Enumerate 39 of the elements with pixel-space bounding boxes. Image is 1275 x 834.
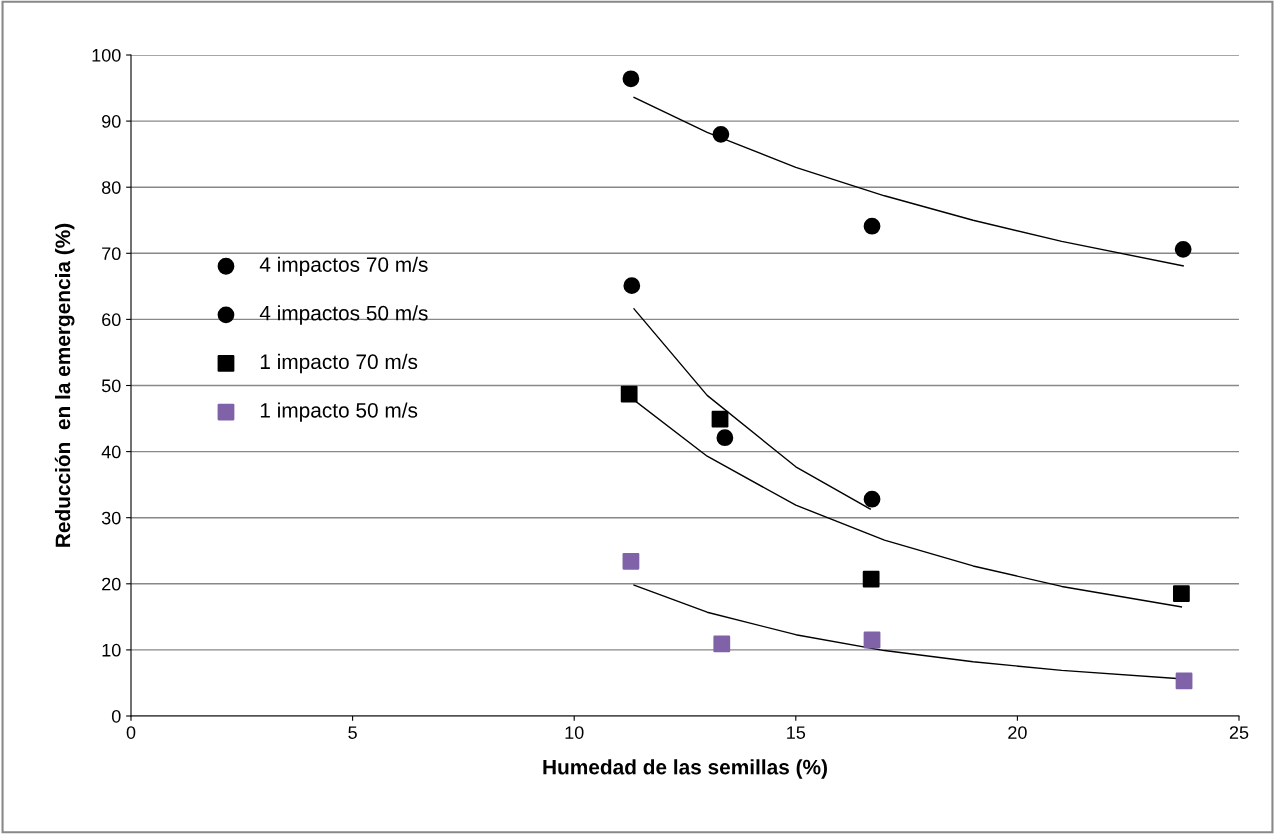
y-tick-label: 40 bbox=[101, 445, 121, 459]
point bbox=[1174, 240, 1192, 258]
point bbox=[622, 70, 640, 88]
x-tick-label: 0 bbox=[126, 726, 136, 739]
y-tick-label: 90 bbox=[102, 115, 121, 128]
point bbox=[713, 635, 731, 653]
point bbox=[716, 429, 734, 447]
point bbox=[863, 217, 881, 235]
x-tick-label: 15 bbox=[787, 726, 806, 739]
x-tick-label: 20 bbox=[1008, 726, 1027, 739]
point bbox=[1175, 672, 1193, 690]
legend-label: 4 impactos 70 m/s bbox=[259, 256, 428, 277]
point bbox=[711, 410, 729, 428]
y-tick-label: 80 bbox=[101, 181, 121, 194]
x-axis-title: Humedad de las semillas (%) bbox=[543, 759, 827, 779]
point bbox=[623, 277, 641, 295]
point bbox=[622, 552, 640, 570]
y-axis-title: Reducción en la emergencia (%) bbox=[54, 223, 75, 547]
legend-label: 1 impacto 70 m/s bbox=[260, 353, 418, 374]
y-tick-label: 60 bbox=[102, 313, 121, 327]
x-tick-label: 5 bbox=[348, 726, 357, 739]
y-tick-label: 20 bbox=[102, 577, 121, 591]
legend-label: 1 impacto 50 m/s bbox=[260, 402, 418, 422]
point bbox=[863, 631, 881, 649]
y-tick-label: 100 bbox=[92, 48, 121, 62]
y-tick-label: 70 bbox=[102, 247, 121, 261]
y-tick-label: 10 bbox=[102, 643, 121, 657]
point bbox=[712, 125, 730, 143]
point bbox=[863, 490, 881, 508]
legend-label: 4 impactos 50 m/s bbox=[259, 305, 428, 325]
y-tick-label: 0 bbox=[111, 709, 121, 723]
x-tick-label: 25 bbox=[1229, 726, 1249, 739]
line-series bbox=[633, 96, 1184, 267]
point bbox=[1172, 585, 1190, 603]
y-tick-label: 50 bbox=[101, 379, 121, 393]
x-tick-label: 10 bbox=[565, 726, 584, 739]
point bbox=[862, 570, 880, 588]
y-tick-label: 30 bbox=[101, 511, 121, 525]
point bbox=[620, 385, 638, 403]
